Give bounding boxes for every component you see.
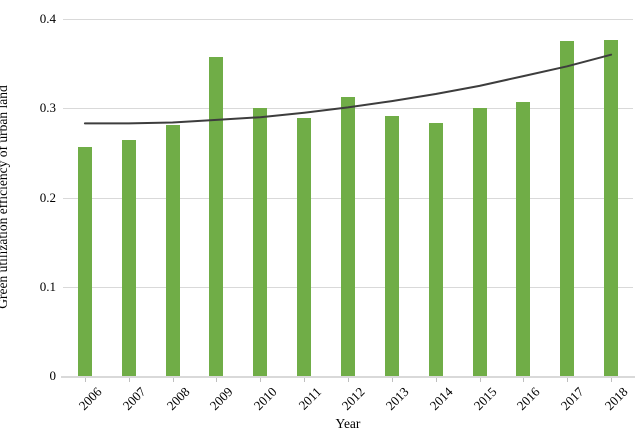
bar-2016	[516, 102, 531, 376]
bar-2011	[297, 118, 312, 376]
bar-2013	[384, 116, 399, 376]
x-tick-label-text: 2014	[426, 384, 456, 413]
x-tick-label-text: 2018	[601, 384, 631, 413]
x-tick-label-text: 2008	[163, 384, 193, 413]
x-tick-label-text: 2011	[295, 384, 324, 413]
x-tick-mark-2010	[260, 378, 262, 382]
bar-2017	[560, 41, 575, 376]
x-tick-mark-2016	[523, 378, 525, 382]
bar-2008	[165, 125, 180, 376]
bar-2012	[341, 96, 355, 376]
y-tick-label-0: 0	[49, 368, 57, 383]
bar-2007	[121, 139, 136, 376]
trend-line-layer	[83, 53, 613, 125]
y-tick-label-0.1: 0.1	[39, 278, 56, 294]
bar-2010	[253, 108, 268, 376]
bar-2006	[77, 146, 92, 376]
x-tick-mark-2006	[84, 378, 86, 382]
y-tick-label-0.2: 0.2	[39, 189, 56, 205]
x-tick-label-text: 2017	[557, 384, 587, 413]
x-tick-label-text: 2015	[470, 384, 500, 413]
x-tick-label-text: 2012	[338, 384, 368, 413]
x-tick-mark-2018	[611, 378, 613, 382]
bar-2018	[604, 39, 619, 376]
x-tick-mark-2012	[348, 378, 349, 382]
x-tick-mark-2011	[304, 378, 306, 382]
x-tick-mark-2015	[479, 378, 481, 382]
x-tick-mark-2014	[435, 378, 437, 382]
x-tick-label-text: 2009	[207, 384, 237, 413]
x-tick-mark-2009	[216, 378, 218, 382]
x-tick-label-text: 2013	[382, 384, 412, 413]
x-tick-label-text: 2007	[119, 384, 149, 413]
trend-line	[83, 53, 613, 125]
x-tick-mark-2008	[172, 378, 174, 382]
x-axis-title: Year	[335, 416, 361, 431]
x-axis-line	[61, 376, 635, 378]
bar-2015	[472, 108, 487, 376]
plot-area	[63, 19, 633, 376]
bar-2009	[209, 57, 224, 376]
x-tick-mark-2013	[391, 378, 393, 382]
x-tick-mark-2007	[128, 378, 130, 382]
gridline-0.4	[63, 19, 633, 20]
bar-2014	[428, 122, 443, 376]
x-tick-label-text: 2006	[75, 384, 105, 413]
x-tick-mark-2017	[567, 378, 569, 382]
x-tick-label-text: 2010	[250, 384, 280, 413]
y-tick-label-0.3: 0.3	[39, 100, 56, 116]
x-tick-label-text: 2016	[513, 384, 543, 413]
y-tick-label-0.4: 0.4	[39, 11, 56, 26]
